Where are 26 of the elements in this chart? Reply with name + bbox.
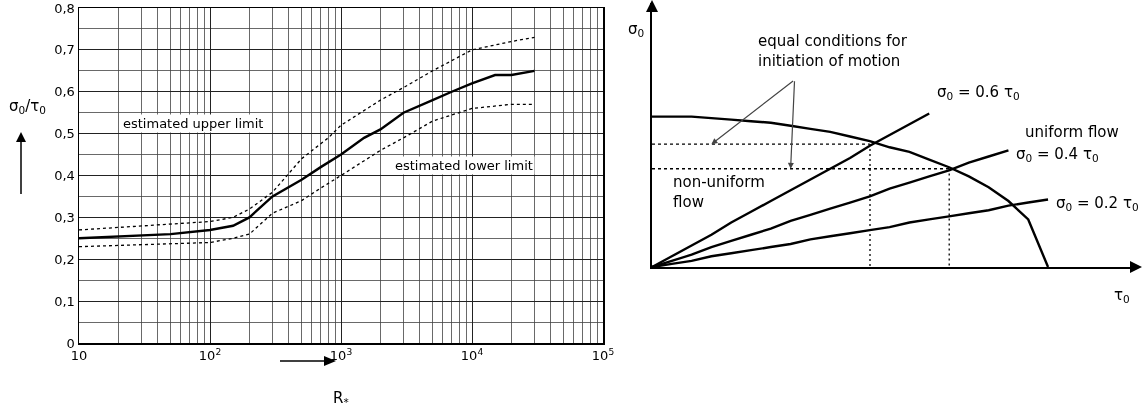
y-tick-label: 0,7 — [54, 42, 75, 58]
series-label: σ$_{0}$ = 0.6 τ$_{0}$ — [937, 83, 1020, 103]
y-tick-label: 0,3 — [54, 209, 75, 225]
y-tick-label: 0,8 — [54, 0, 75, 16]
x-tick-label: 10$^{5}$ — [591, 346, 615, 364]
y-tick-label: 0,2 — [54, 251, 75, 267]
annotation: non-uniform flow — [673, 173, 765, 211]
annotation: uniform flow — [1025, 123, 1119, 141]
series-label: σ$_{0}$ = 0.4 τ$_{0}$ — [1016, 145, 1099, 165]
text: equal conditions for initiation of motion — [758, 32, 908, 70]
x-tick-label: 10$^{2}$ — [198, 346, 222, 364]
annotation: estimated upper limit — [123, 116, 264, 131]
x-axis-title: τ$_{0}$ — [1114, 286, 1130, 306]
y-axis-title: σ$_{0}$ — [628, 20, 645, 40]
annotation: estimated lower limit — [395, 158, 533, 173]
y-tick-label: 0,6 — [54, 84, 75, 100]
y-axis-title: σ$_{0}$/τ$_{0}$ — [9, 97, 46, 117]
y-tick-label: 0 — [66, 335, 75, 351]
y-tick-label: 0,4 — [54, 168, 75, 184]
series-label: σ$_{0}$ = 0.2 τ$_{0}$ — [1056, 194, 1139, 214]
y-tick-label: 0,1 — [54, 293, 75, 309]
x-tick-label: 10 — [70, 348, 88, 364]
x-tick-label: 10$^{3}$ — [329, 346, 353, 364]
x-tick-label: 10$^{4}$ — [460, 346, 484, 364]
x-axis-title: R$_{*}$ — [333, 389, 349, 409]
y-tick-label: 0,5 — [54, 126, 75, 142]
